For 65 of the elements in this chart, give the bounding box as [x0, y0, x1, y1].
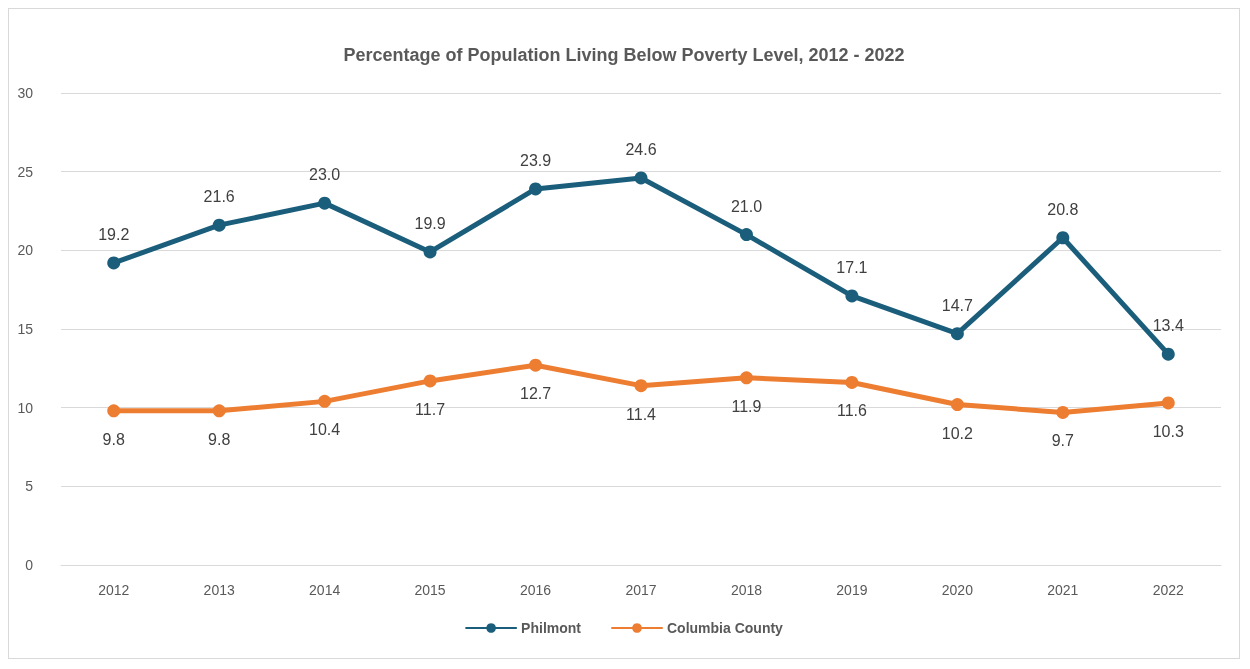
data-label: 12.7: [519, 385, 552, 403]
y-tick-label: 20: [17, 242, 34, 259]
data-label: 9.8: [102, 430, 125, 448]
point: [529, 182, 543, 196]
x-tick-label: 2013: [203, 582, 235, 598]
point: [845, 376, 859, 389]
point: [529, 358, 543, 372]
point: [318, 196, 332, 210]
data-label: 9.7: [1051, 432, 1075, 450]
x-tick-label: 2014: [309, 582, 341, 598]
data-label: 21.0: [730, 197, 763, 215]
y-tick-label: 15: [17, 321, 34, 337]
data-label: 21.6: [203, 188, 235, 206]
point: [950, 327, 964, 341]
x-tick-label: 2015: [414, 582, 446, 598]
data-label: 10.3: [1152, 422, 1184, 440]
y-tick-label: 25: [17, 163, 34, 180]
point: [1161, 347, 1175, 361]
chart-title: Percentage of Population Living Below Poverty Level, 2012 - 2022: [343, 45, 905, 65]
point: [739, 228, 753, 242]
data-label: 13.4: [1152, 317, 1184, 335]
data-label: 11.6: [836, 402, 867, 420]
data-label: 9.8: [208, 430, 231, 448]
point: [1056, 231, 1070, 245]
data-label: 11.4: [626, 405, 657, 423]
data-label: 11.9: [731, 397, 762, 415]
point: [423, 245, 437, 259]
point: [845, 289, 859, 303]
point: [423, 374, 437, 388]
y-tick-label: 10: [17, 399, 34, 416]
legend-label: Philmont: [521, 620, 582, 636]
point: [107, 256, 121, 270]
point: [318, 394, 332, 408]
y-tick-label: 5: [25, 478, 34, 495]
x-tick-label: 2012: [98, 582, 130, 598]
data-label: 19.9: [414, 214, 446, 232]
data-label: 24.6: [625, 140, 657, 158]
x-tick-label: 2018: [730, 582, 763, 598]
x-tick-label: 2021: [1047, 582, 1079, 598]
point: [212, 218, 226, 232]
point: [950, 398, 964, 412]
point: [1161, 396, 1175, 410]
data-label: 20.8: [1047, 200, 1079, 218]
x-tick-label: 2017: [625, 582, 657, 598]
x-tick-label: 2020: [941, 582, 974, 598]
point: [107, 404, 121, 418]
data-label: 10.4: [309, 421, 341, 439]
data-label: 23.9: [519, 151, 552, 169]
point: [212, 404, 226, 418]
data-label: 23.0: [309, 166, 341, 184]
x-tick-label: 2016: [519, 582, 552, 598]
point: [634, 171, 648, 185]
y-tick-label: 0: [25, 557, 34, 573]
point: [1056, 405, 1070, 419]
legend-label: Columbia County: [667, 620, 784, 636]
x-tick-label: 2019: [836, 582, 868, 598]
data-label: 10.2: [941, 424, 974, 442]
x-tick-label: 2022: [1152, 582, 1185, 598]
data-label: 11.7: [415, 400, 446, 418]
data-label: 19.2: [98, 225, 130, 243]
point: [739, 371, 753, 385]
data-label: 14.7: [941, 296, 974, 314]
y-tick-label: 30: [17, 85, 34, 101]
data-label: 17.1: [836, 258, 868, 276]
point: [634, 379, 648, 393]
